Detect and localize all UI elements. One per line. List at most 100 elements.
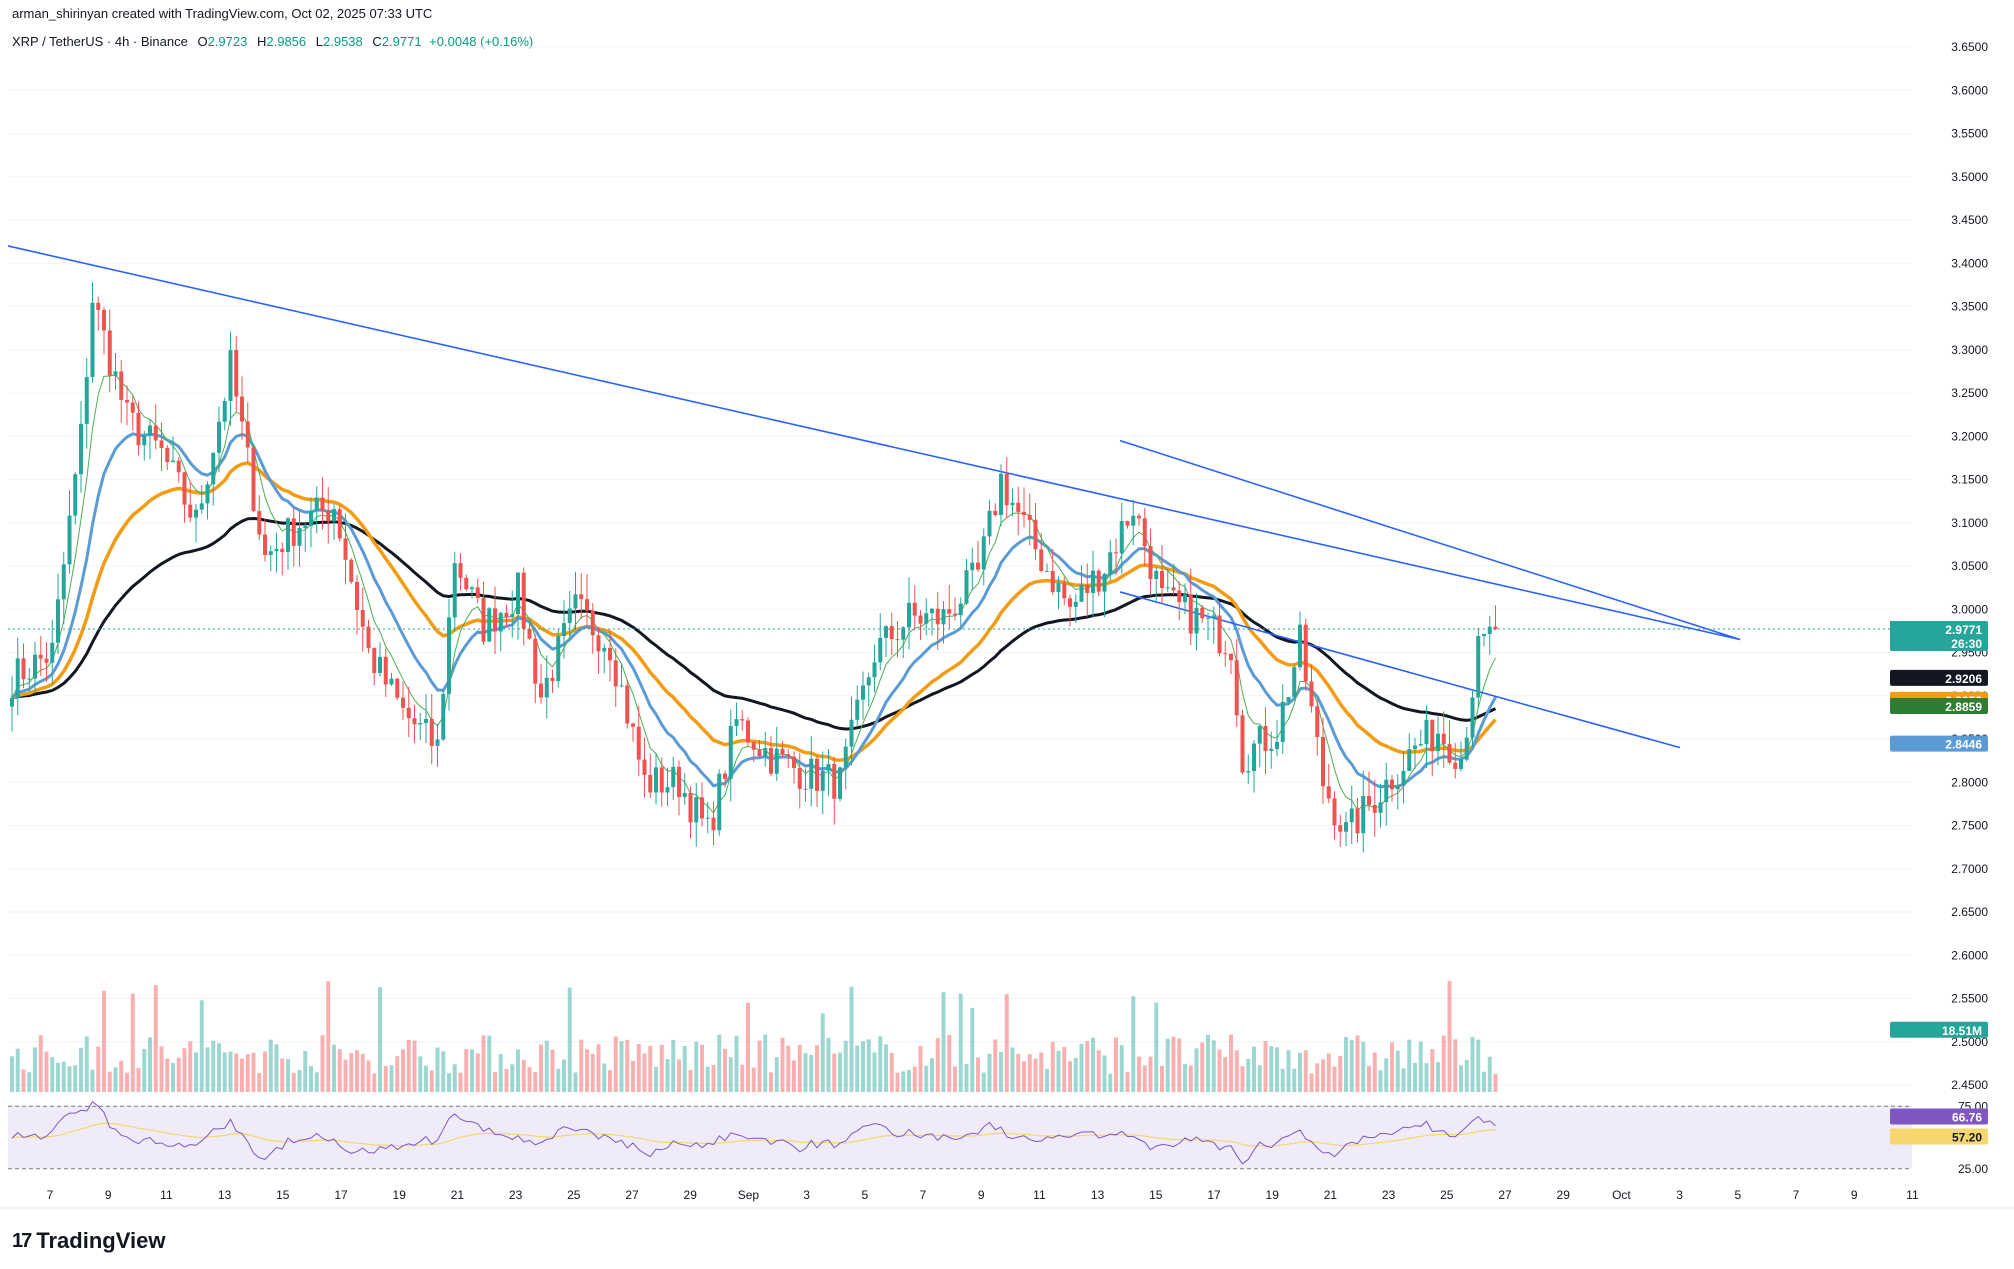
volume-bar — [130, 993, 135, 1092]
tradingview-logo[interactable]: 17 TradingView — [12, 1228, 165, 1254]
candle — [590, 603, 595, 654]
candle — [73, 472, 78, 525]
volume-bar — [878, 1036, 883, 1092]
volume-bar — [930, 1058, 934, 1092]
symbol-legend[interactable]: XRP / TetherUS · 4h · Binance O2.9723 H2… — [12, 34, 533, 49]
volume-bar — [751, 1067, 756, 1092]
candle-body — [981, 536, 986, 570]
volume-bar — [1349, 1040, 1354, 1092]
price-tick-label: 3.2000 — [1951, 429, 1988, 443]
volume-bar — [843, 1040, 848, 1092]
candle — [746, 717, 750, 747]
candle — [907, 577, 911, 650]
volume-bar — [33, 1047, 37, 1092]
candle-body — [1430, 719, 1435, 752]
candle-body — [222, 400, 227, 422]
candle — [544, 655, 549, 719]
volume-bar — [884, 1044, 888, 1092]
candle — [694, 782, 699, 847]
candle-body — [550, 677, 555, 682]
candle-body — [429, 719, 434, 746]
candle — [1234, 638, 1239, 727]
candle-body — [1022, 511, 1026, 516]
candle-body — [1073, 601, 1078, 607]
candle — [326, 487, 331, 544]
volume-bar — [481, 1035, 486, 1092]
ema-green-tag-text: 2.8859 — [1945, 700, 1982, 714]
volume-bar — [677, 1059, 681, 1092]
volume-bar — [245, 1054, 250, 1092]
candle — [1315, 699, 1320, 756]
candle-body — [544, 677, 549, 698]
volume-bar — [96, 1046, 101, 1092]
volume-bar — [1332, 1066, 1337, 1092]
volume-bar — [849, 986, 854, 1092]
volume-bar — [67, 1066, 72, 1092]
candle-body — [56, 599, 60, 643]
candle — [1068, 594, 1072, 627]
price-labels: XRPUSDT2.977126:302.92062.89522.88592.84… — [1890, 621, 1988, 1145]
volume-bar — [740, 1064, 745, 1092]
candle — [567, 590, 572, 637]
candle — [1263, 707, 1268, 775]
candle-body — [1217, 615, 1222, 654]
candle — [96, 296, 101, 331]
volume-bar — [182, 1048, 187, 1092]
price-tick-label: 3.1000 — [1951, 516, 1988, 530]
date-tick-label: 17 — [1207, 1188, 1221, 1202]
candle — [1206, 613, 1210, 641]
candle-body — [993, 510, 998, 515]
volume-bar — [337, 1049, 342, 1092]
volume-bar — [1229, 1034, 1233, 1092]
candle-body — [1045, 570, 1049, 572]
candle-body — [792, 756, 796, 768]
volume-bar — [1263, 1041, 1268, 1092]
candle-body — [510, 614, 515, 617]
candle-body — [245, 421, 250, 448]
volume-bar — [596, 1044, 601, 1092]
candle — [1269, 731, 1274, 769]
candle-body — [1453, 762, 1458, 770]
volume-bar — [418, 1056, 423, 1092]
candle-body — [389, 678, 394, 685]
candle-body — [1378, 802, 1383, 813]
open-label: O — [197, 34, 208, 49]
price-tick-label: 3.6000 — [1951, 83, 1988, 97]
candle — [648, 753, 653, 798]
volume-bar — [1010, 1047, 1015, 1092]
volume-bar — [349, 1052, 354, 1092]
candle-body — [1068, 598, 1072, 607]
volume-bar — [861, 1041, 865, 1092]
candle — [717, 769, 722, 836]
candle-body — [165, 447, 170, 463]
volume-bar — [61, 1061, 66, 1092]
candle — [631, 722, 635, 742]
volume-bar — [475, 1053, 480, 1092]
candle — [1091, 550, 1095, 618]
price-tick-label: 3.4000 — [1951, 256, 1988, 270]
candle-body — [435, 739, 440, 746]
candle — [148, 419, 152, 460]
candle-body — [38, 654, 43, 659]
candle-body — [50, 642, 55, 663]
candle — [930, 608, 934, 636]
volume-bar — [544, 1040, 549, 1092]
candle-body — [1372, 804, 1377, 813]
date-tick-label: 13 — [1091, 1188, 1105, 1202]
volume-bar — [688, 1070, 693, 1092]
candle-body — [297, 527, 302, 546]
candle — [642, 737, 647, 798]
candle — [843, 738, 848, 790]
volume-bar — [274, 1044, 279, 1092]
candle — [61, 551, 66, 625]
volume-bar — [838, 1052, 842, 1092]
candle — [815, 755, 819, 808]
candle — [556, 628, 561, 688]
volume-bar — [585, 1049, 589, 1092]
candle-body — [257, 511, 262, 535]
candle — [1119, 502, 1124, 574]
volume-bar — [1246, 1058, 1251, 1092]
volume-bar — [291, 1072, 296, 1092]
candle-body — [27, 678, 32, 680]
